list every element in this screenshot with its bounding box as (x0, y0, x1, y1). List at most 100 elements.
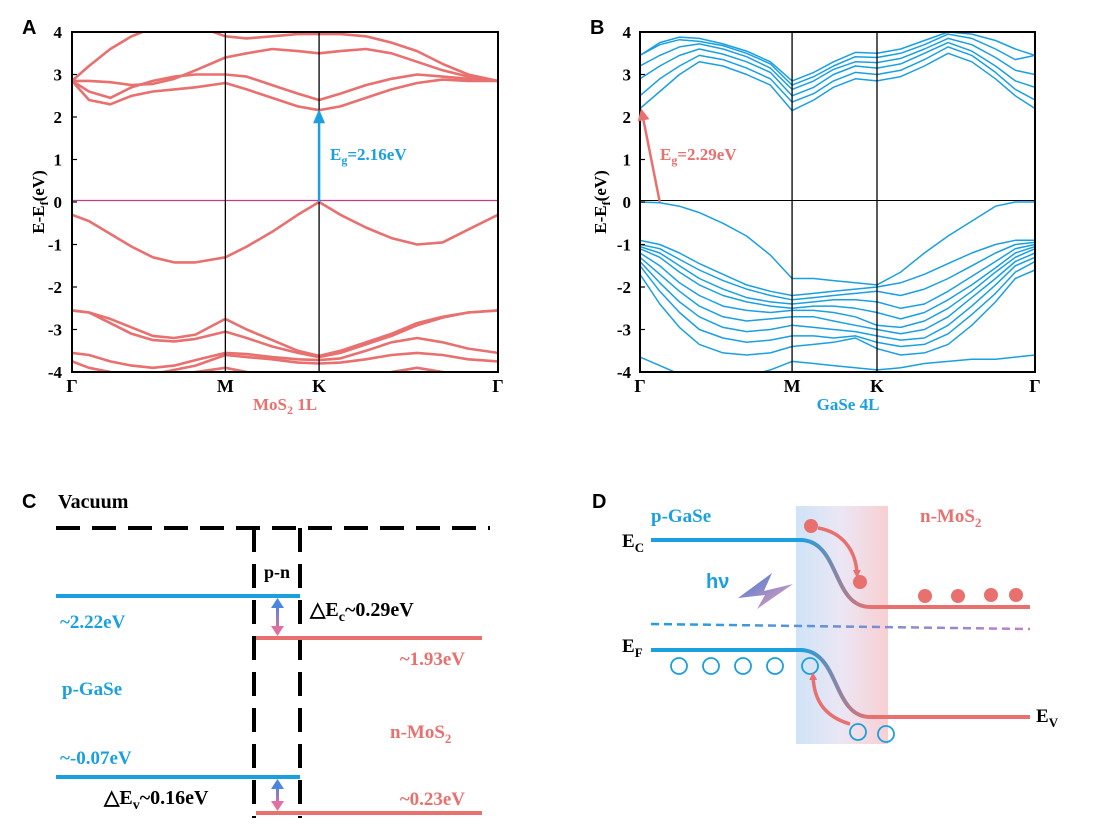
gase-label: p-GaSe (62, 679, 122, 700)
x-axis-label: GaSe 4L (817, 395, 880, 414)
x-axis-label: MoS2 1L (253, 395, 317, 417)
y-tick-label: 3 (623, 66, 632, 85)
hole (670, 657, 688, 675)
gap-arrow (642, 120, 661, 203)
mos2-band-line (72, 309, 498, 358)
x-tick-label: M (784, 376, 801, 396)
panel-c-band-alignment: C Vacuum p-n ~2.22eV p-GaSe ~-0.07eV ~1.… (22, 491, 490, 818)
electron (804, 519, 818, 533)
mos2-band-line (72, 78, 498, 112)
gase-band-line (640, 52, 1035, 112)
gap-arrow-head (313, 109, 326, 124)
fermi-level-dashed (650, 622, 1031, 631)
band-gap-label: Eg=2.29eV (660, 145, 737, 167)
y-axis-label: E-Ef(eV) (29, 170, 51, 234)
gase-band-line (640, 269, 1035, 356)
gase-band-line (640, 256, 1035, 341)
electron-drift-arrow (817, 526, 861, 578)
electron (951, 589, 965, 603)
electron (918, 589, 932, 603)
lightning-icon (738, 573, 793, 609)
panel-b-letter: B (590, 17, 604, 39)
gase-bands (640, 32, 1035, 372)
gase-band-line (640, 260, 1035, 348)
mos2-band-line (72, 47, 498, 87)
electron (984, 588, 998, 602)
y-tick-label: -2 (48, 278, 62, 297)
conduction-band-edge (651, 538, 1030, 609)
panel-a-letter: A (22, 17, 36, 39)
y-tick-label: 4 (54, 23, 63, 42)
y-tick-labels: 4 3 2 1 0 -1 -2 -3 -4 (617, 23, 645, 382)
y-tick-label: -3 (617, 321, 631, 340)
hole (702, 657, 720, 675)
gase-band-line (640, 32, 1035, 82)
valence-band-edge (651, 648, 1030, 719)
gase-band-line (640, 241, 1035, 301)
y-axis-label: E-Ef(eV) (591, 170, 613, 234)
gap-arrow-head (637, 108, 650, 122)
ef-label: EF (622, 636, 643, 660)
photon-label: hν (706, 571, 729, 593)
mos2-bands (72, 32, 498, 372)
delta-ev-arrow (271, 779, 284, 811)
x-tick-label: K (312, 376, 326, 396)
gase-band-line (640, 245, 1035, 320)
y-tick-label: -4 (48, 363, 63, 382)
n-mos2-label: n-MoS2 (920, 506, 981, 530)
x-tick-label: Γ (634, 376, 645, 396)
mos2-band-line (72, 309, 498, 359)
panel-b-band-structure-gase: B 4 3 2 1 0 -1 -2 -3 -4 Γ M K Γ E-Ef(eV) GaSe 4L Eg… (590, 17, 1041, 414)
gase-band-line (640, 243, 1035, 310)
gase-band-line (640, 37, 1035, 91)
y-tick-label: 3 (54, 66, 63, 85)
y-tick-label: -4 (617, 363, 632, 382)
mos2-vb-value: ~0.23eV (400, 789, 466, 810)
hole (766, 657, 784, 675)
y-tick-label: 2 (54, 108, 63, 127)
gase-band-line (640, 201, 1035, 286)
x-tick-label: Γ (66, 376, 77, 396)
y-tick-label: -1 (617, 236, 631, 255)
mos2-label: n-MoS2 (390, 722, 451, 746)
gase-band-line (640, 239, 1035, 297)
mos2-band-line (72, 336, 498, 370)
y-tick-label: 0 (54, 193, 63, 212)
y-tick-labels: 4 3 2 1 0 -1 -2 -3 -4 (48, 23, 77, 382)
panel-c-letter: C (22, 491, 36, 513)
delta-ec-arrow (271, 598, 284, 636)
holes (670, 657, 895, 743)
gase-cb-value: ~2.22eV (60, 612, 126, 633)
ev-label: EV (1036, 706, 1059, 730)
panel-d-letter: D (592, 491, 606, 513)
mos2-band-line (72, 32, 498, 83)
mos2-band-line (72, 73, 498, 102)
y-tick-label: -3 (48, 321, 62, 340)
delta-ec-label: △Ec~0.29eV (309, 599, 414, 625)
gase-band-line (640, 46, 1035, 103)
hole (849, 723, 867, 741)
electrons (804, 519, 1023, 603)
y-tick-label: -1 (48, 236, 62, 255)
pn-label: p-n (264, 562, 290, 582)
hole (877, 725, 895, 743)
y-tick-label: -2 (617, 278, 631, 297)
hole-drift-arrow (809, 672, 851, 726)
delta-ev-label: △Ev~0.16eV (103, 787, 209, 813)
panel-a-band-structure-mos2: A 4 3 2 1 0 -1 -2 -3 -4 Γ M K Γ E-Ef(eV) MoS2 1L Eg… (22, 17, 504, 417)
gase-band-line (640, 248, 1035, 329)
panel-d-heterojunction-diagram: D p-GaSe n-MoS2 EC EF EV (592, 491, 1059, 744)
x-tick-label: K (870, 376, 884, 396)
x-tick-label: Γ (492, 376, 503, 396)
electron (853, 575, 867, 589)
mos2-band-line (72, 351, 498, 372)
y-tick-label: 4 (623, 23, 632, 42)
gase-band-line (640, 41, 1035, 97)
x-tick-label: M (217, 376, 234, 396)
hole (734, 657, 752, 675)
gase-band-line (640, 33, 1035, 86)
mos2-cb-value: ~1.93eV (400, 649, 466, 670)
